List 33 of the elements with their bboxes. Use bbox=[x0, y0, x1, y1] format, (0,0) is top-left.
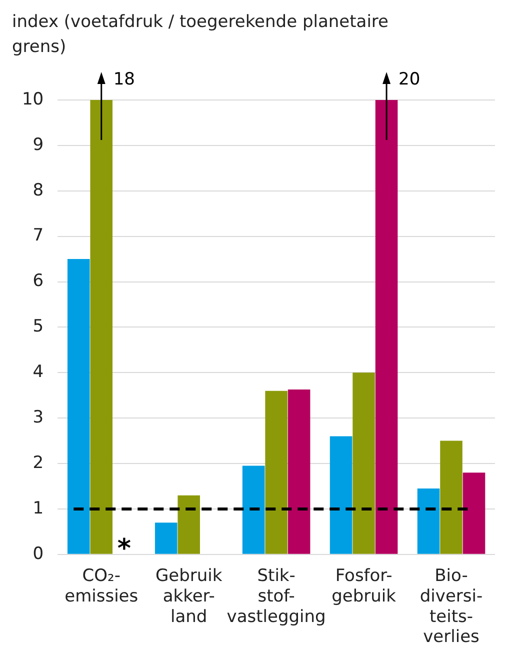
bar bbox=[288, 389, 310, 554]
bar bbox=[440, 440, 462, 554]
bar bbox=[462, 472, 486, 554]
bar bbox=[352, 372, 375, 554]
text: 20 bbox=[398, 69, 420, 90]
y-tick-label: 5 bbox=[32, 316, 44, 337]
y-tick-label: 9 bbox=[32, 134, 44, 155]
bar bbox=[178, 495, 200, 554]
bar bbox=[417, 488, 440, 554]
y-tick-label: 7 bbox=[32, 226, 44, 246]
annotation: * bbox=[117, 534, 132, 564]
y-tick-label: 3 bbox=[32, 408, 44, 428]
bar bbox=[265, 390, 288, 554]
x-tick-label: CO₂- emissies bbox=[64, 566, 138, 606]
y-tick-label: 0 bbox=[32, 544, 44, 564]
x-tick-label: Bio- diversi- teits- verlies bbox=[420, 566, 483, 648]
x-tick-label: Stik- stof- vastlegging bbox=[226, 566, 326, 627]
x-tick-label: Fosfor- gebruik bbox=[332, 566, 396, 606]
y-tick-label: 6 bbox=[32, 271, 44, 292]
x-tick-label: Gebruik akker- land bbox=[155, 566, 222, 627]
y-tick-label: 10 bbox=[22, 89, 44, 110]
bar bbox=[154, 522, 178, 554]
y-tick-label: 1 bbox=[32, 498, 44, 518]
bar bbox=[242, 466, 265, 554]
y-tick-label: 8 bbox=[32, 180, 44, 200]
bar bbox=[375, 100, 398, 554]
y-axis-title: index (voetafdruk / toegerekende planetaire grens) bbox=[12, 11, 390, 59]
bar bbox=[330, 436, 352, 554]
bar bbox=[67, 259, 90, 554]
text: 18 bbox=[113, 69, 136, 90]
y-tick-label: 4 bbox=[32, 362, 44, 382]
bar bbox=[90, 100, 113, 554]
y-tick-label: 2 bbox=[32, 452, 44, 473]
